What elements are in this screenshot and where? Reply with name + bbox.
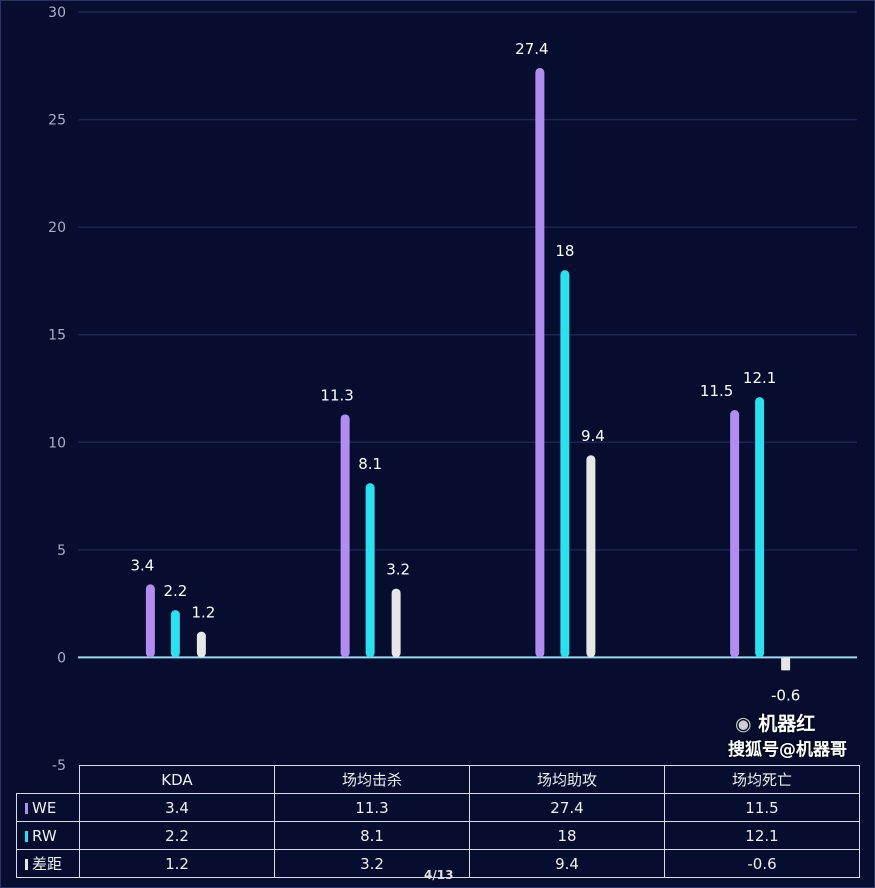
table-cell: 18 <box>469 821 665 850</box>
data-label: 11.5 <box>700 382 733 400</box>
bar-RW <box>560 270 570 658</box>
table-cell: 11.5 <box>664 793 860 822</box>
table-cell: 12.1 <box>664 821 860 850</box>
y-tick-label: 20 <box>48 220 66 236</box>
table-header-cell: 场均助攻 <box>469 765 665 794</box>
table-row-rw: RW 2.2 8.1 18 12.1 <box>16 821 860 850</box>
data-label: 27.4 <box>515 40 548 58</box>
watermark-line1: ◉ 机器红 <box>735 709 815 736</box>
data-label: 3.2 <box>386 561 410 579</box>
legend-diff[interactable]: 差距 <box>16 849 80 878</box>
table-cell: 11.3 <box>274 793 470 822</box>
legend-we[interactable]: WE <box>16 793 80 822</box>
data-label: 1.2 <box>191 604 215 622</box>
table-cell: 27.4 <box>469 793 665 822</box>
y-tick-label: 0 <box>57 650 66 666</box>
legend-label: WE <box>32 798 57 817</box>
y-tick-label: 15 <box>48 328 66 344</box>
y-tick-label: 25 <box>48 113 66 129</box>
bar-差距 <box>781 657 791 671</box>
data-label: 3.4 <box>130 556 154 574</box>
bar-差距 <box>391 588 401 658</box>
table-cell: 1.2 <box>79 849 275 878</box>
data-label: 12.1 <box>743 369 776 387</box>
y-tick-label: 30 <box>48 5 66 21</box>
table-header-cell: KDA <box>79 765 275 794</box>
bar-WE <box>535 67 545 658</box>
wechat-icon: ◉ <box>735 713 759 735</box>
table-cell: 3.4 <box>79 793 275 822</box>
bar-WE <box>340 414 350 658</box>
table-cell: -0.6 <box>664 849 860 878</box>
bar-WE <box>730 410 740 658</box>
table-cell: 8.1 <box>274 821 470 850</box>
y-tick-label: 5 <box>57 543 66 559</box>
legend-label: 差距 <box>32 855 63 873</box>
legend-rw[interactable]: RW <box>16 821 80 850</box>
table-row-diff: 差距 1.2 3.2 9.4 -0.6 <box>16 849 860 878</box>
data-label: 2.2 <box>163 582 187 600</box>
table-cell: 9.4 <box>469 849 665 878</box>
bar-RW <box>755 397 765 658</box>
y-tick-label: 10 <box>48 435 66 451</box>
data-label: 11.3 <box>320 386 353 404</box>
table-header-cell: 场均死亡 <box>664 765 860 794</box>
legend-swatch-icon <box>25 802 28 814</box>
bar-RW <box>170 610 180 658</box>
table-header-cell: 场均击杀 <box>274 765 470 794</box>
data-label: -0.6 <box>771 686 800 704</box>
table-row-we: WE 3.4 11.3 27.4 11.5 <box>16 793 860 822</box>
bar-RW <box>365 483 375 658</box>
watermark-line2: 搜狐号@机器哥 <box>728 740 847 760</box>
data-label: 8.1 <box>358 455 382 473</box>
bar-差距 <box>586 455 596 658</box>
bar-WE <box>145 584 155 658</box>
data-label: 18 <box>555 242 574 260</box>
legend-swatch-icon <box>25 859 28 870</box>
table-cell: 3.2 <box>274 849 470 878</box>
legend-swatch-icon <box>25 830 28 842</box>
table-corner <box>16 765 80 794</box>
table-cell: 2.2 <box>79 821 275 850</box>
data-label: 9.4 <box>581 427 605 445</box>
table-header-row: KDA 场均击杀 场均助攻 场均死亡 <box>16 765 860 794</box>
page-indicator: 4/13 <box>424 868 454 882</box>
bar-差距 <box>196 631 206 658</box>
legend-label: RW <box>32 826 57 845</box>
watermark-text: 机器红 <box>758 713 816 735</box>
data-table: KDA 场均击杀 场均助攻 场均死亡 WE 3.4 11.3 27.4 11.5… <box>16 765 860 878</box>
